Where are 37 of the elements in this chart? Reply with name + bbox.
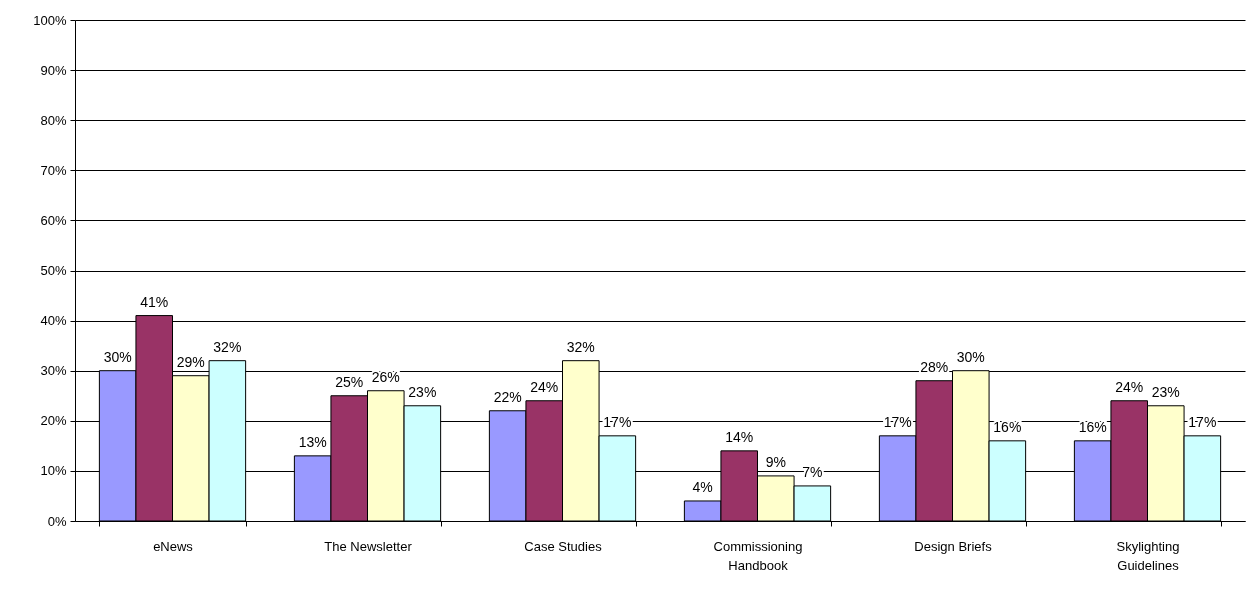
x-tick-label: eNews <box>153 538 194 554</box>
data-label: 23% <box>1151 383 1180 400</box>
y-tick-label: 80% <box>40 112 67 128</box>
data-label: 24% <box>530 378 559 395</box>
data-label: 16% <box>993 418 1022 435</box>
x-tick-label: Skylighting Guidelines <box>1116 538 1180 573</box>
data-label: 4% <box>692 478 713 495</box>
data-label: 13% <box>298 433 327 450</box>
y-tick-label: 40% <box>40 313 67 329</box>
data-label: 26% <box>371 368 400 385</box>
data-label: 30% <box>103 348 132 365</box>
data-label: 22% <box>493 388 522 405</box>
y-tick-label: 100% <box>33 12 67 28</box>
data-label: 32% <box>566 338 595 355</box>
data-label: 30% <box>956 348 985 365</box>
data-label: 25% <box>335 373 364 390</box>
y-tick-label: 20% <box>40 413 67 429</box>
x-tick-label: The Newsletter <box>324 538 413 554</box>
y-tick-label: 60% <box>40 212 67 228</box>
data-label: 41% <box>140 293 169 310</box>
x-tick-label: Design Briefs <box>914 538 993 554</box>
x-tick-label: Case Studies <box>524 538 603 554</box>
y-tick-label: 70% <box>40 162 67 178</box>
data-label: 24% <box>1115 378 1144 395</box>
data-label: 28% <box>920 358 949 375</box>
data-label: 16% <box>1078 418 1107 435</box>
data-label: 23% <box>408 383 437 400</box>
x-tick-label: Commissioning Handbook <box>713 538 803 573</box>
data-label: 32% <box>213 338 242 355</box>
data-label: 29% <box>176 353 205 370</box>
y-tick-label: 90% <box>40 62 67 78</box>
y-tick-label: 50% <box>40 263 67 278</box>
y-tick-label: 30% <box>40 363 67 379</box>
y-tick-label: 0% <box>47 513 67 529</box>
y-tick-label: 10% <box>40 463 67 479</box>
data-label: 9% <box>765 453 786 470</box>
data-label: 14% <box>725 428 754 445</box>
